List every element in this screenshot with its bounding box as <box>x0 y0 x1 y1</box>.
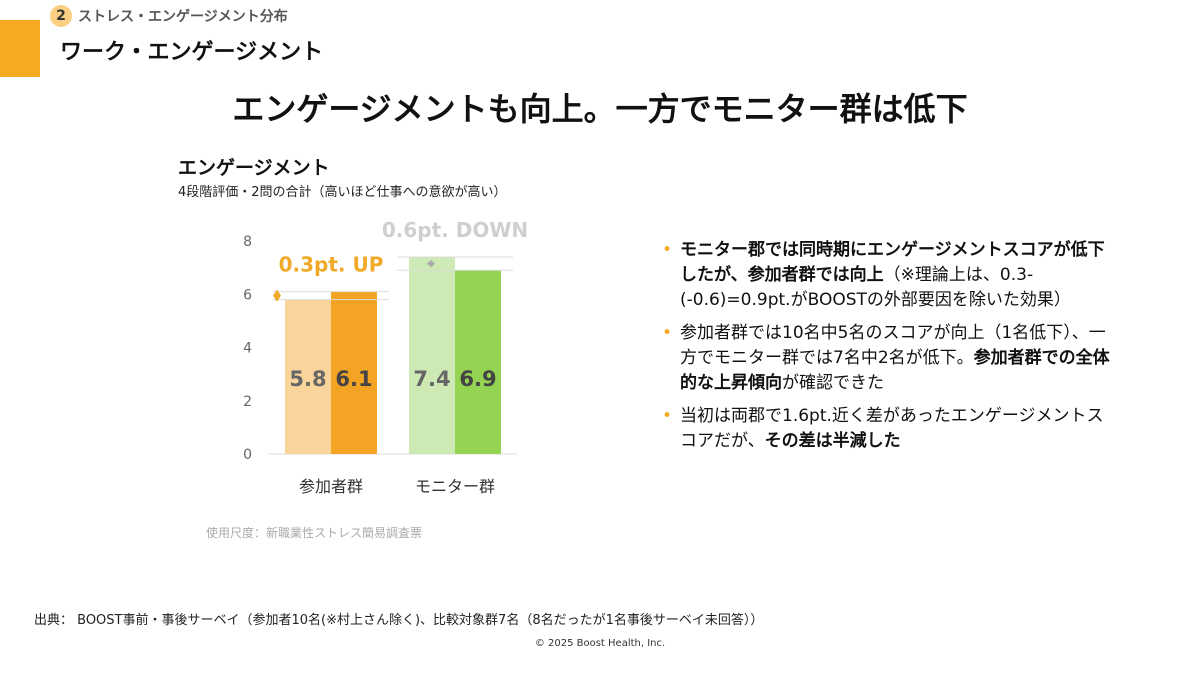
finding-text: 当初は両郡で1.6pt.近く差があったエンゲージメントスコアだが、 <box>680 406 1104 451</box>
bar-value-label: 6.1 <box>335 367 372 391</box>
finding-emphasis: その差は半減した <box>764 431 901 451</box>
finding-emphasis: 参加者群での全体的な上昇傾向 <box>680 348 1110 393</box>
finding-text: が確認できた <box>782 373 884 393</box>
section-label: ストレス・エンゲージメント分布 <box>78 9 288 25</box>
source-note: 出典： BOOST事前・事後サーベイ（参加者10名(※村上さん除く)、比較対象群… <box>34 613 764 628</box>
copyright: © 2025 Boost Health, Inc. <box>534 638 666 649</box>
x-category-label: 参加者群 <box>299 477 363 496</box>
x-category-label: モニター群 <box>415 477 495 496</box>
finding-item: モニター郡では同時期にエンゲージメントスコアが低下したが、参加者群では向上（※理… <box>660 238 1110 313</box>
y-tick-label: 0 <box>243 447 252 463</box>
bar <box>455 270 501 454</box>
finding-item: 参加者群では10名中5名のスコアが向上（1名低下）、一方でモニター群では7名中2… <box>660 321 1110 396</box>
bar-value-label: 5.8 <box>289 367 326 391</box>
change-marker-up <box>273 289 281 302</box>
chart-subtitle: 4段階評価・2問の合計（高いほど仕事への意欲が高い） <box>178 185 507 200</box>
y-tick-label: 6 <box>243 287 252 303</box>
bar <box>285 299 331 454</box>
y-tick-label: 8 <box>243 234 252 250</box>
page-title: エンゲージメントも向上。一方でモニター群は低下 <box>232 90 968 128</box>
page-subtitle: ワーク・エンゲージメント <box>60 40 324 65</box>
y-tick-label: 2 <box>243 394 252 410</box>
section-tag: 2 ストレス・エンゲージメント分布 <box>50 5 288 27</box>
finding-item: 当初は両郡で1.6pt.近く差があったエンゲージメントスコアだが、その差は半減し… <box>660 404 1110 454</box>
bar-value-label: 6.9 <box>459 367 496 391</box>
chart-title: エンゲージメント <box>178 157 330 179</box>
scale-note: 使用尺度：新職業性ストレス簡易調査票 <box>206 526 423 540</box>
findings-list: モニター郡では同時期にエンゲージメントスコアが低下したが、参加者群では向上（※理… <box>660 238 1110 462</box>
finding-text: 参加者群では10名中5名のスコアが向上（1名低下）、一方でモニター群では7名中2… <box>680 323 1106 368</box>
y-tick-label: 4 <box>243 341 252 357</box>
bar-value-label: 7.4 <box>413 367 450 391</box>
accent-bar <box>0 20 40 77</box>
finding-text: （※理論上は、0.3-(-0.6)=0.9pt.がBOOSTの外部要因を除いた効… <box>680 265 1071 310</box>
bar <box>409 256 455 454</box>
section-number-badge: 2 <box>50 5 72 27</box>
change-annotation-down: 0.6pt. DOWN <box>382 218 528 242</box>
finding-emphasis: モニター郡では同時期にエンゲージメントスコアが低下したが、参加者群では向上 <box>680 240 1105 285</box>
change-marker-down <box>427 259 435 268</box>
change-annotation-up: 0.3pt. UP <box>279 253 384 277</box>
bar <box>331 291 377 454</box>
